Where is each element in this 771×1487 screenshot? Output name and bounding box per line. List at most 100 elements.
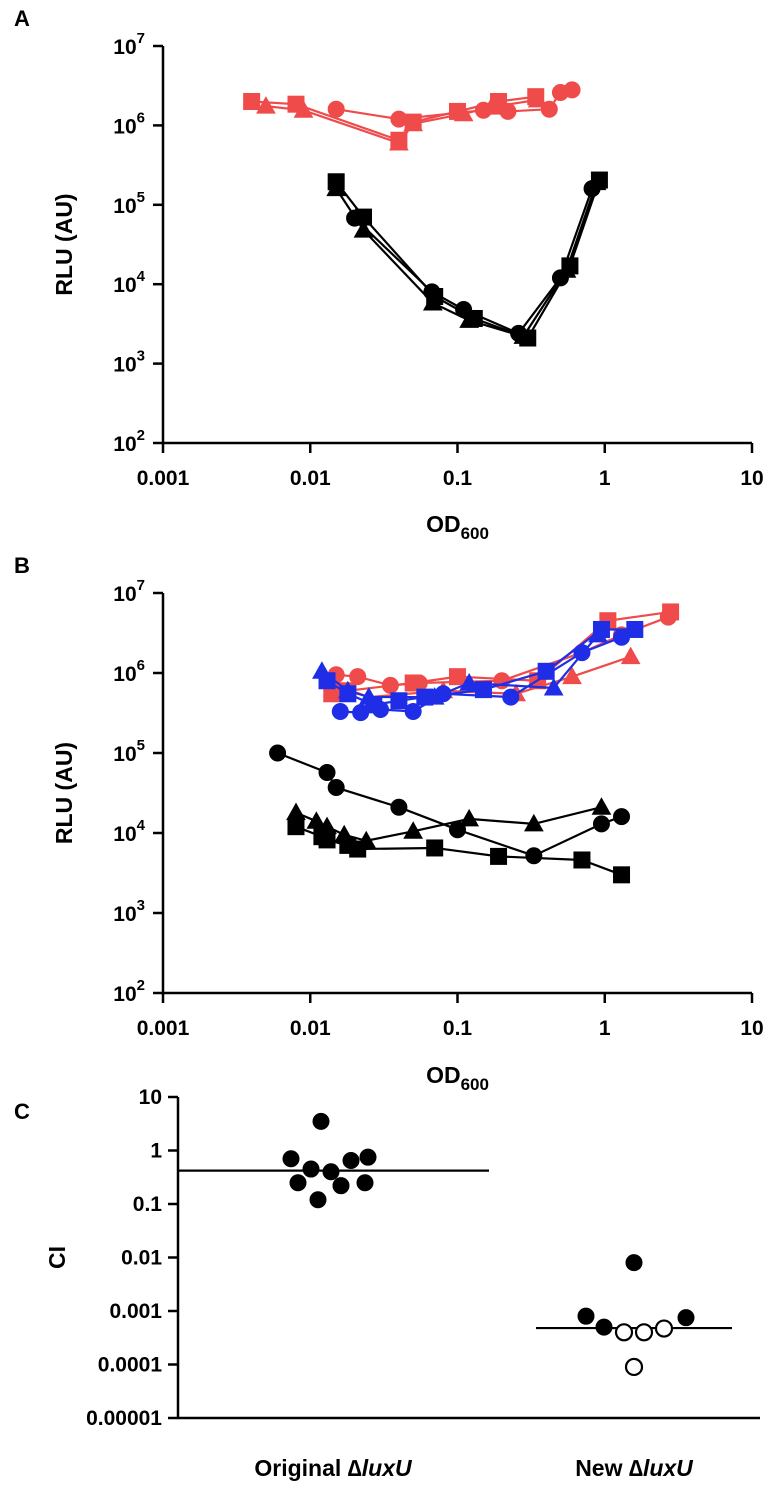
data-point: [537, 662, 555, 680]
x-tick-label: 0.01: [290, 467, 331, 490]
data-point: [416, 688, 434, 706]
y-tick-label: 0.00001: [86, 1407, 162, 1430]
data-point: [256, 96, 276, 114]
series-2: [327, 608, 677, 694]
y-tick-label: 107: [113, 577, 145, 606]
data-point: [562, 666, 582, 685]
data-point: [404, 703, 422, 721]
panel-b: B 0.001 0.01 0.1 1 10 102 103 104 105 106 107 OD600 R…: [14, 553, 764, 1094]
data-point: [527, 89, 548, 108]
series-5: [346, 180, 601, 342]
data-point: [403, 821, 424, 839]
data-point: [318, 672, 336, 690]
data-point: [331, 703, 349, 721]
data-point: [523, 813, 544, 832]
data-point: [502, 688, 520, 706]
data-point-filled: [625, 1254, 643, 1272]
series-6: [269, 744, 631, 865]
y-axis-title: RLU (AU): [51, 193, 77, 295]
data-point: [573, 644, 591, 662]
data-point-filled: [577, 1307, 595, 1325]
data-point-filled: [302, 1160, 320, 1178]
data-point: [349, 840, 367, 858]
data-point: [551, 269, 569, 287]
data-point: [390, 692, 408, 710]
axes: 0.001 0.01 0.1 1 10 102 103 104 105 106 107 OD600 RL…: [51, 577, 764, 1094]
data-point: [349, 668, 367, 686]
data-point: [563, 81, 581, 99]
panel-label: A: [14, 6, 30, 31]
data-point: [591, 797, 612, 815]
series-8: [287, 818, 631, 884]
category-label: New ∆luxU: [575, 1455, 694, 1481]
x-tick-label: 1: [599, 1017, 611, 1040]
data-point: [423, 283, 441, 301]
data-point: [474, 681, 492, 699]
data-point-filled: [595, 1318, 613, 1336]
y-tick-label: 107: [113, 30, 145, 59]
data-point-filled: [322, 1163, 340, 1181]
data-point: [474, 101, 492, 119]
data-point: [293, 100, 314, 118]
plot-area: [177, 1112, 732, 1377]
data-point: [426, 839, 444, 857]
x-tick-label: 0.1: [443, 1017, 473, 1040]
data-point: [455, 301, 473, 319]
y-tick-label: 106: [113, 109, 145, 138]
data-point: [339, 685, 357, 703]
y-tick-label: 102: [113, 977, 145, 1006]
data-point: [525, 847, 543, 865]
data-point: [243, 92, 261, 110]
plot-area: [269, 603, 680, 884]
panel-c: C 10 1 0.1 0.01 0.001 0.0001 0.00001 CI Original …: [14, 1086, 760, 1481]
series-5: [331, 628, 631, 722]
data-point: [459, 808, 480, 827]
data-point: [434, 685, 452, 703]
series-2: [327, 81, 581, 128]
y-tick-label: 10: [139, 1086, 162, 1109]
data-point-open: [614, 1323, 634, 1342]
panel-label: B: [14, 553, 30, 578]
x-tick-label: 0.001: [137, 1017, 190, 1040]
data-point: [449, 668, 466, 686]
data-point: [326, 178, 347, 197]
data-point-open: [634, 1323, 654, 1342]
data-point: [346, 209, 364, 227]
data-point: [626, 620, 644, 638]
x-tick-label: 0.1: [443, 467, 473, 490]
data-point: [592, 620, 610, 638]
y-tick-label: 106: [113, 657, 145, 686]
data-point: [353, 220, 374, 238]
series-4: [318, 620, 644, 714]
y-tick-label: 0.01: [121, 1247, 162, 1270]
y-axis-title: RLU (AU): [51, 742, 77, 844]
y-tick-label: 105: [113, 189, 145, 218]
y-tick-label: 1: [150, 1140, 162, 1163]
data-point: [390, 110, 408, 128]
data-point: [583, 180, 601, 198]
data-point: [543, 677, 564, 696]
data-point-filled: [356, 1174, 374, 1192]
data-point: [540, 100, 558, 118]
data-point-filled: [342, 1152, 360, 1170]
panel-label: C: [14, 1099, 30, 1124]
data-point: [573, 851, 591, 869]
category-label: Original ∆luxU: [254, 1455, 413, 1481]
data-point: [327, 100, 345, 118]
x-tick-label: 0.001: [137, 467, 190, 490]
data-point: [459, 310, 480, 328]
y-tick-label: 0.0001: [98, 1354, 163, 1377]
x-tick-label: 10: [740, 467, 763, 490]
data-point: [510, 324, 528, 342]
group-1: [536, 1254, 732, 1377]
y-tick-label: 102: [113, 427, 145, 456]
data-point: [490, 847, 508, 865]
y-axis-title: CI: [44, 1246, 70, 1269]
data-point: [318, 764, 336, 782]
data-point: [352, 704, 370, 722]
group-0: [177, 1112, 489, 1209]
y-tick-label: 0.001: [109, 1300, 162, 1323]
data-point: [613, 628, 631, 646]
data-point: [381, 676, 399, 694]
data-point: [286, 802, 306, 821]
